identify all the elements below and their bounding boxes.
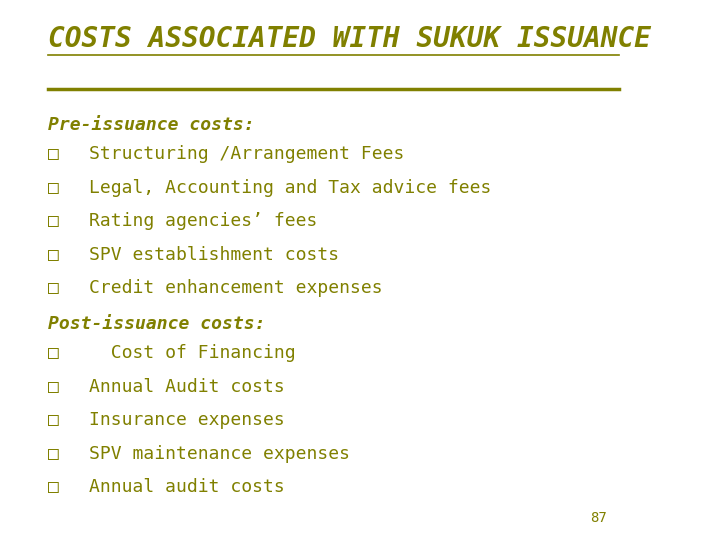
Text: Structuring /Arrangement Fees: Structuring /Arrangement Fees xyxy=(89,145,404,163)
Text: Pre-issuance costs:: Pre-issuance costs: xyxy=(48,116,255,134)
Text: □: □ xyxy=(48,179,59,197)
Text: □: □ xyxy=(48,478,59,496)
Text: Rating agencies’ fees: Rating agencies’ fees xyxy=(89,212,318,230)
Text: COSTS ASSOCIATED WITH SUKUK ISSUANCE: COSTS ASSOCIATED WITH SUKUK ISSUANCE xyxy=(48,25,651,53)
Text: Annual Audit costs: Annual Audit costs xyxy=(89,378,284,396)
Text: □: □ xyxy=(48,445,59,463)
Text: Cost of Financing: Cost of Financing xyxy=(89,345,295,362)
Text: □: □ xyxy=(48,212,59,230)
Text: □: □ xyxy=(48,279,59,297)
Text: □: □ xyxy=(48,246,59,264)
Text: SPV maintenance expenses: SPV maintenance expenses xyxy=(89,445,350,463)
Text: 87: 87 xyxy=(590,511,607,525)
Text: Post-issuance costs:: Post-issuance costs: xyxy=(48,315,266,333)
Text: □: □ xyxy=(48,378,59,396)
Text: Insurance expenses: Insurance expenses xyxy=(89,411,284,429)
Text: Credit enhancement expenses: Credit enhancement expenses xyxy=(89,279,382,297)
Text: Legal, Accounting and Tax advice fees: Legal, Accounting and Tax advice fees xyxy=(89,179,491,197)
Text: □: □ xyxy=(48,345,59,362)
Text: □: □ xyxy=(48,411,59,429)
Text: SPV establishment costs: SPV establishment costs xyxy=(89,246,339,264)
Text: Annual audit costs: Annual audit costs xyxy=(89,478,284,496)
Text: □: □ xyxy=(48,145,59,163)
